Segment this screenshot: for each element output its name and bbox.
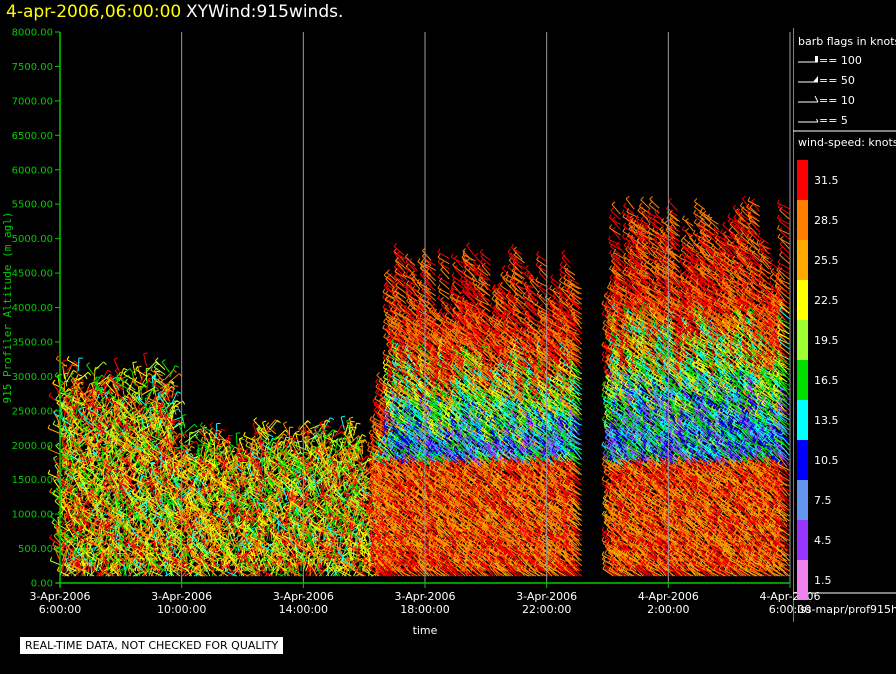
wind-barb-flag-1452 bbox=[144, 353, 148, 354]
wind-barb-884 bbox=[112, 437, 113, 450]
wind-barb-flag-1700 bbox=[175, 411, 177, 415]
wind-barb-flag-1825 bbox=[162, 360, 165, 362]
wind-barb-flag-1859 bbox=[183, 401, 185, 404]
wind-barb-flag-150 bbox=[61, 383, 65, 385]
wind-barb-flag-34 bbox=[49, 393, 51, 396]
wind-barb-flag-130 bbox=[55, 488, 57, 492]
wind-barb-152 bbox=[65, 374, 67, 387]
wind-barb-flag-345 bbox=[88, 372, 91, 375]
wind-barb-738 bbox=[103, 468, 104, 481]
wind-barb-flag-757 bbox=[111, 375, 114, 377]
wind-barb-flag-606 bbox=[87, 363, 90, 365]
wind-barb-flag-1749 bbox=[154, 364, 156, 367]
wind-barb-flag-1490 bbox=[149, 542, 153, 543]
wind-barb-flag-157 bbox=[57, 567, 59, 571]
wind-barb-flag-1336 bbox=[149, 380, 152, 383]
wind-barb-1266 bbox=[133, 363, 135, 376]
wind-barb-flag-28 bbox=[48, 425, 50, 429]
wind-barb-flag-78 bbox=[53, 542, 55, 546]
wind-barb-flag-21 bbox=[53, 456, 56, 458]
wind-barb-153 bbox=[67, 370, 74, 381]
wind-barb-flag-1011 bbox=[124, 369, 128, 370]
wind-barb-347 bbox=[78, 358, 79, 371]
wind-barb-flag-1448 bbox=[135, 377, 137, 381]
wind-barb-flag-1860 bbox=[177, 392, 181, 394]
wind-barb-flag-1263 bbox=[125, 379, 127, 382]
wind-barb-36 bbox=[52, 383, 60, 393]
wind-barb-flag-1748 bbox=[173, 370, 176, 373]
wind-barb-flag-1889 bbox=[185, 434, 187, 437]
wind-barb-flag-477 bbox=[83, 452, 87, 453]
wind-barb-607 bbox=[94, 362, 103, 371]
wind-barb-flag-59 bbox=[55, 458, 58, 460]
wind-barb-flag-153 bbox=[73, 370, 76, 372]
wind-barb-flag-1851 bbox=[173, 436, 177, 437]
wind-barb-flag-139 bbox=[63, 438, 67, 439]
wind-barb-flag-1824 bbox=[175, 366, 179, 368]
wind-barb-28 bbox=[48, 428, 60, 433]
wind-barb-flag-1446 bbox=[156, 387, 159, 390]
wind-barb-flag-148 bbox=[56, 396, 58, 399]
wind-barb-flag-268 bbox=[85, 375, 87, 379]
wind-barb-flag-1750 bbox=[155, 358, 158, 361]
wind-barb-1450 bbox=[136, 370, 147, 377]
wind-barb-flag-1266 bbox=[133, 362, 137, 363]
wind-barb-flag-1630 bbox=[156, 563, 160, 564]
wind-barb-flag-1012 bbox=[130, 369, 132, 372]
wind-barb-flag-102 bbox=[53, 421, 55, 425]
wind-barb-156 bbox=[56, 359, 67, 366]
wind-barb-flag-156 bbox=[56, 356, 58, 359]
wind-barb-flag-348 bbox=[67, 356, 69, 359]
wind-barb-1452 bbox=[144, 354, 147, 367]
wind-barb-flag-1376 bbox=[149, 373, 152, 375]
wind-barb-flag-86 bbox=[55, 498, 58, 501]
wind-barb-flag-1084 bbox=[115, 368, 118, 371]
wind-barb-flag-794 bbox=[120, 571, 122, 575]
wind-barb-flag-1820 bbox=[167, 383, 171, 384]
wind-barb-606 bbox=[87, 365, 95, 376]
wind-barb-flag-247 bbox=[62, 477, 64, 480]
wind-barb-flag-1783 bbox=[178, 409, 180, 412]
wind-barb-flag-1861 bbox=[174, 386, 178, 387]
wind-barb-flag-490 bbox=[81, 387, 84, 389]
wind-barb-flag-1013 bbox=[114, 358, 118, 360]
wind-barb-flag-793 bbox=[104, 386, 108, 387]
wind-barb-flag-19 bbox=[48, 470, 50, 474]
wind-barb-flag-145 bbox=[78, 415, 80, 419]
wind-barb-flag-1370 bbox=[147, 403, 151, 405]
wind-barb-flag-339 bbox=[76, 397, 80, 398]
wind-barb-flag-228 bbox=[81, 378, 84, 381]
wind-barb-flag-668 bbox=[87, 461, 89, 465]
wind-barb-155 bbox=[67, 361, 75, 372]
wind-barb-flag-40 bbox=[50, 557, 52, 561]
wind-barb-flag-6 bbox=[50, 534, 52, 537]
wind-barb-flag-607 bbox=[104, 362, 107, 365]
wind-barb-1824 bbox=[170, 366, 176, 378]
wind-barb-flag-113 bbox=[63, 361, 67, 362]
wind-barb-flag-15 bbox=[50, 488, 52, 491]
wind-barb-flag-718 bbox=[108, 370, 111, 372]
wind-barb-flag-1377 bbox=[138, 366, 142, 367]
wind-barb-flag-1736 bbox=[174, 432, 177, 435]
wind-barbs-layer bbox=[48, 196, 789, 576]
wind-barb-345 bbox=[78, 372, 88, 380]
wind-barb-1825 bbox=[162, 362, 169, 373]
wind-barb-422 bbox=[85, 544, 86, 557]
wind-barb-flag-111 bbox=[55, 372, 58, 375]
